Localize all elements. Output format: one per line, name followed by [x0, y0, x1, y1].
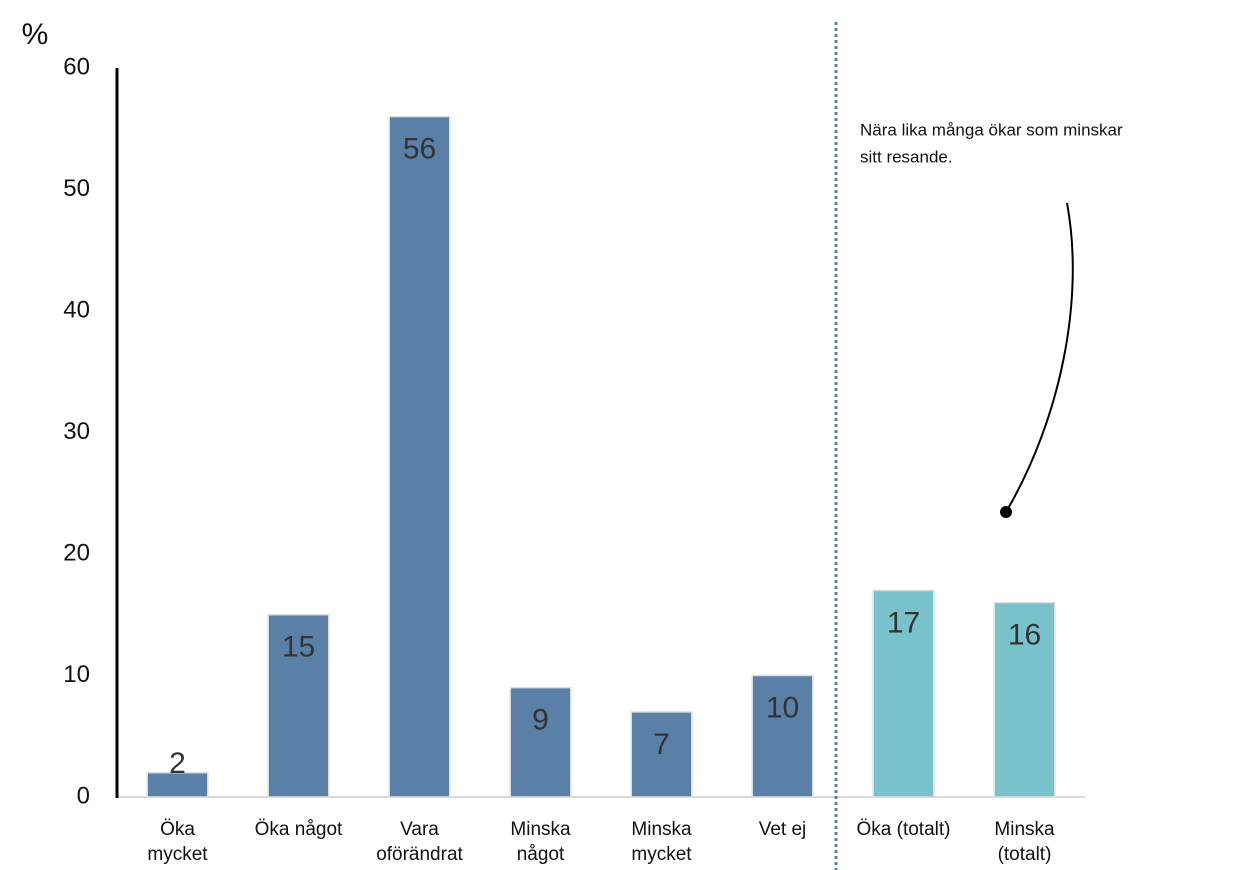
y-tick-label: 40 — [63, 296, 90, 323]
data-label: 16 — [1008, 619, 1041, 652]
x-tick-label: Minska — [631, 819, 692, 840]
data-label: 15 — [282, 631, 315, 664]
y-tick-label: 60 — [63, 53, 90, 80]
x-tick-label: Öka — [160, 819, 195, 840]
bar — [872, 589, 935, 798]
annotation-connector — [1005, 202, 1074, 513]
bar — [509, 686, 572, 798]
data-label: 2 — [169, 747, 186, 780]
y-tick-label: 50 — [63, 175, 90, 202]
x-tick-label: Vara — [400, 819, 439, 840]
bar — [751, 674, 814, 798]
data-label: 10 — [766, 691, 799, 724]
y-tick-label: 30 — [63, 418, 90, 445]
data-label: 17 — [887, 606, 920, 639]
data-label: 56 — [403, 133, 436, 166]
annotation: sitt resande. — [860, 147, 953, 166]
x-tick-label: Öka något — [255, 819, 343, 840]
x-tick-label: (totalt) — [998, 844, 1052, 865]
bar — [267, 614, 330, 798]
y-axis-label: % — [22, 18, 49, 51]
bar — [388, 115, 451, 798]
x-tick-label: oförändrat — [376, 844, 463, 865]
annotation-dot — [1000, 506, 1012, 518]
x-tick-label: Öka (totalt) — [857, 819, 951, 840]
x-tick-label: Minska — [994, 819, 1055, 840]
bar — [630, 711, 693, 798]
x-tick-label: Minska — [510, 819, 571, 840]
x-tick-label: mycket — [147, 844, 208, 865]
y-tick-label: 10 — [63, 661, 90, 688]
data-label: 7 — [653, 728, 670, 761]
bar — [993, 601, 1056, 798]
y-tick-label: 20 — [63, 539, 90, 566]
y-tick-label: 0 — [77, 782, 90, 809]
x-tick-label: Vet ej — [759, 819, 807, 840]
data-label: 9 — [532, 704, 549, 737]
bar — [146, 771, 209, 798]
annotation: Nära lika många ökar som minskar — [860, 120, 1123, 139]
x-tick-label: mycket — [631, 844, 692, 865]
x-tick-label: något — [517, 844, 565, 865]
